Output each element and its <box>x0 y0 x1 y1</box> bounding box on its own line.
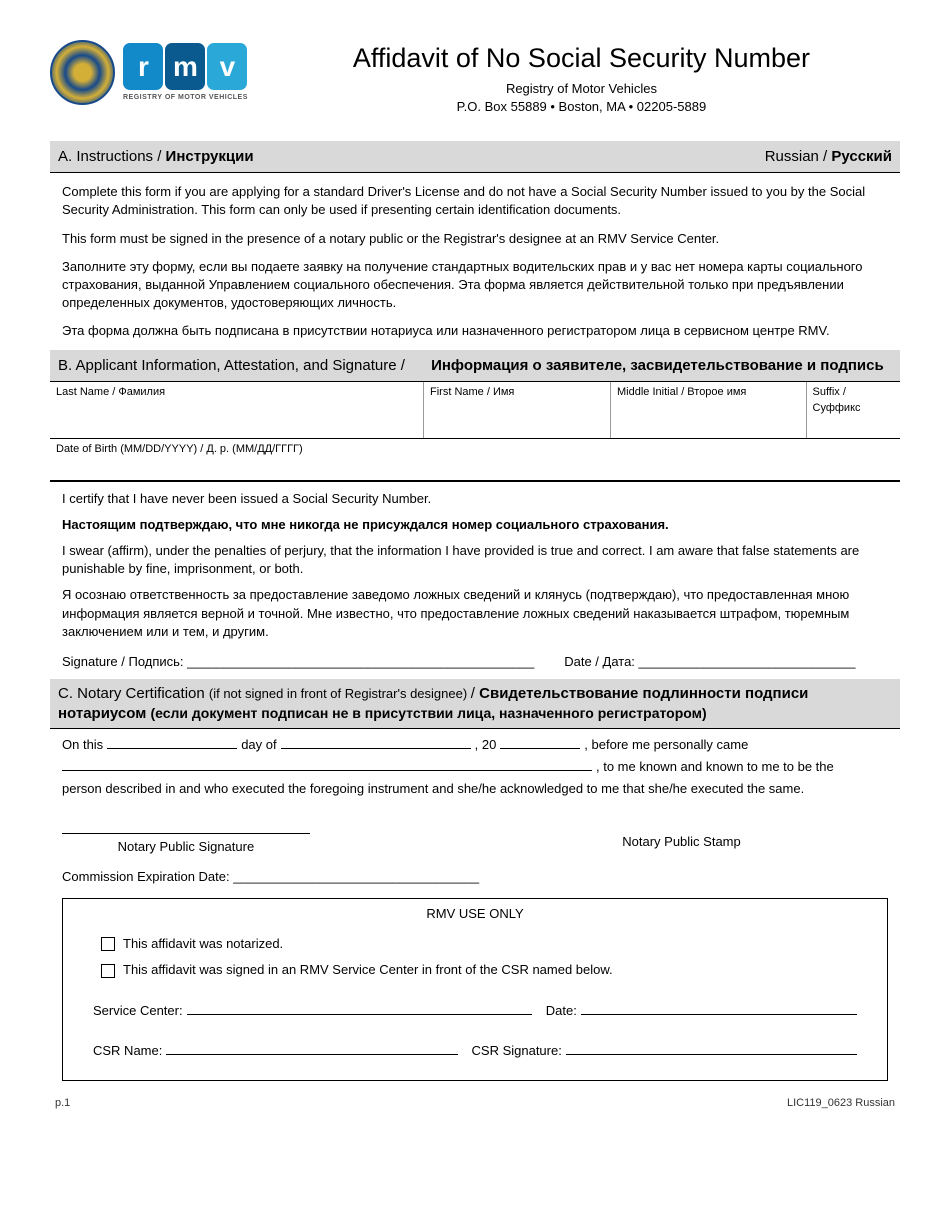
cert-text-3: I swear (affirm), under the penalties of… <box>62 542 888 578</box>
notary-sig-col: Notary Public Signature <box>62 833 475 856</box>
instr-p4: Эта форма должна быть подписана в присут… <box>62 322 888 340</box>
notary-body: On this day of , 20 , before me personal… <box>50 729 900 892</box>
cert-text-1: I certify that I have never been issued … <box>62 490 888 508</box>
subtitle-2: P.O. Box 55889 • Boston, MA • 02205-5889 <box>263 98 900 116</box>
signature-field[interactable]: Signature / Подпись: ___________________… <box>62 653 534 671</box>
signature-row: Signature / Подпись: ___________________… <box>62 653 888 671</box>
sec-c-b: (if not signed in front of Registrar's d… <box>209 686 471 701</box>
notary-stamp-col: Notary Public Stamp <box>475 833 888 856</box>
service-center-blank[interactable] <box>187 1003 532 1015</box>
section-a-label-text: A. Instructions / <box>58 148 166 165</box>
section-a-header: A. Instructions / Инструкции Russian / Р… <box>50 141 900 173</box>
page-number: p.1 <box>55 1096 70 1111</box>
last-name-field[interactable]: Last Name / Фамилия <box>50 382 424 438</box>
comm-exp-blank: __________________________________ <box>233 869 479 884</box>
csr-sig-blank[interactable] <box>566 1043 857 1055</box>
check-notarized-row: This affidavit was notarized. <box>101 935 857 953</box>
rmv-boxes: r m v <box>123 43 247 90</box>
instr-p2: This form must be signed in the presence… <box>62 230 888 248</box>
rmv-logo: r m v REGISTRY OF MOTOR VEHICLES <box>123 43 248 103</box>
csr-name-label: CSR Name: <box>93 1042 162 1060</box>
on-this: On this <box>62 736 103 754</box>
rmv-use-title: RMV USE ONLY <box>93 905 857 923</box>
middle-initial-field[interactable]: Middle Initial / Второе имя <box>611 382 807 438</box>
checkbox-notarized[interactable] <box>101 937 115 951</box>
section-a-label-bold: Инструкции <box>166 148 254 165</box>
sec-c-c: / <box>471 685 479 702</box>
notary-date-line[interactable]: On this day of , 20 , before me personal… <box>62 735 888 754</box>
date-label: Date / Дата: <box>564 654 638 669</box>
suffix-field[interactable]: Suffix / Суффикс <box>807 382 901 438</box>
section-a-label: A. Instructions / Инструкции <box>58 146 254 167</box>
rmv-date-blank[interactable] <box>581 1003 857 1015</box>
sec-c-a: C. Notary Certification <box>58 685 209 702</box>
cert-text-4: Я осознаю ответственность за предоставле… <box>62 586 888 641</box>
lang-bold: Русский <box>831 148 892 165</box>
dob-row: Date of Birth (MM/DD/YYYY) / Д. р. (ММ/Д… <box>50 439 900 481</box>
rmv-m-icon: m <box>165 43 205 90</box>
commission-exp[interactable]: Commission Expiration Date: ____________… <box>62 868 888 886</box>
checkbox-csr[interactable] <box>101 964 115 978</box>
name-row: Last Name / Фамилия First Name / Имя Mid… <box>50 382 900 439</box>
page-title: Affidavit of No Social Security Number <box>263 40 900 78</box>
cert-text-2: Настоящим подтверждаю, что мне никогда н… <box>62 516 888 534</box>
section-b-header: B. Applicant Information, Attestation, a… <box>50 350 900 382</box>
section-c-header: C. Notary Certification (if not signed i… <box>50 679 900 729</box>
date-field[interactable]: Date / Дата: ___________________________… <box>564 653 855 671</box>
logo-group: r m v REGISTRY OF MOTOR VEHICLES <box>50 40 248 105</box>
known-text: , to me known and known to me to be the <box>596 758 834 776</box>
check-notarized-label: This affidavit was notarized. <box>123 935 283 953</box>
rmv-date-label: Date: <box>546 1002 577 1020</box>
rmv-r-icon: r <box>123 43 163 90</box>
sec-c-bold2: (если документ подписан не в присутствии… <box>150 705 706 721</box>
page-header: r m v REGISTRY OF MOTOR VEHICLES Affidav… <box>50 40 900 116</box>
lang-text: Russian / <box>765 148 832 165</box>
date-blank: ______________________________ <box>639 654 856 669</box>
section-b-label-bold: Информация о заявителе, засвидетельствов… <box>431 357 884 374</box>
subtitle-1: Registry of Motor Vehicles <box>263 80 900 98</box>
sig-label: Signature / Подпись: <box>62 654 187 669</box>
dob-field[interactable]: Date of Birth (MM/DD/YYYY) / Д. р. (ММ/Д… <box>50 439 900 479</box>
month-blank[interactable] <box>281 735 471 749</box>
language-label: Russian / Русский <box>765 146 892 167</box>
day-blank[interactable] <box>107 735 237 749</box>
csr-sig-label: CSR Signature: <box>472 1042 562 1060</box>
page-footer: p.1 LIC119_0623 Russian <box>50 1096 900 1111</box>
rmv-caption: REGISTRY OF MOTOR VEHICLES <box>123 93 248 103</box>
rmv-v-icon: v <box>207 43 247 90</box>
person-name-blank[interactable] <box>62 757 592 771</box>
service-center-row: Service Center: Date: <box>93 1002 857 1020</box>
comma-20: , 20 <box>475 736 497 754</box>
service-center-label: Service Center: <box>93 1002 183 1020</box>
first-name-field[interactable]: First Name / Имя <box>424 382 611 438</box>
notary-sig-label: Notary Public Signature <box>62 838 310 856</box>
csr-name-blank[interactable] <box>166 1043 457 1055</box>
instr-p1: Complete this form if you are applying f… <box>62 183 888 219</box>
day-of: day of <box>241 736 276 754</box>
notary-sig-line[interactable] <box>62 833 310 834</box>
csr-row: CSR Name: CSR Signature: <box>93 1042 857 1060</box>
check-csr-label: This affidavit was signed in an RMV Serv… <box>123 961 613 979</box>
sig-blank: ________________________________________… <box>187 654 534 669</box>
notary-signatures: Notary Public Signature Notary Public St… <box>62 833 888 856</box>
check-csr-row: This affidavit was signed in an RMV Serv… <box>101 961 857 979</box>
section-b-label-text: B. Applicant Information, Attestation, a… <box>58 357 409 374</box>
notary-stamp-label: Notary Public Stamp <box>475 833 888 851</box>
before-me: , before me personally came <box>584 736 748 754</box>
title-block: Affidavit of No Social Security Number R… <box>263 40 900 116</box>
rmv-use-box: RMV USE ONLY This affidavit was notarize… <box>62 898 888 1081</box>
person-desc: person described in and who executed the… <box>62 780 888 798</box>
year-blank[interactable] <box>500 735 580 749</box>
instr-p3: Заполните эту форму, если вы подаете зая… <box>62 258 888 313</box>
form-code: LIC119_0623 Russian <box>787 1096 895 1111</box>
notary-name-line[interactable]: , to me known and known to me to be the <box>62 757 888 776</box>
state-seal-icon <box>50 40 115 105</box>
comm-exp-label: Commission Expiration Date: <box>62 869 233 884</box>
